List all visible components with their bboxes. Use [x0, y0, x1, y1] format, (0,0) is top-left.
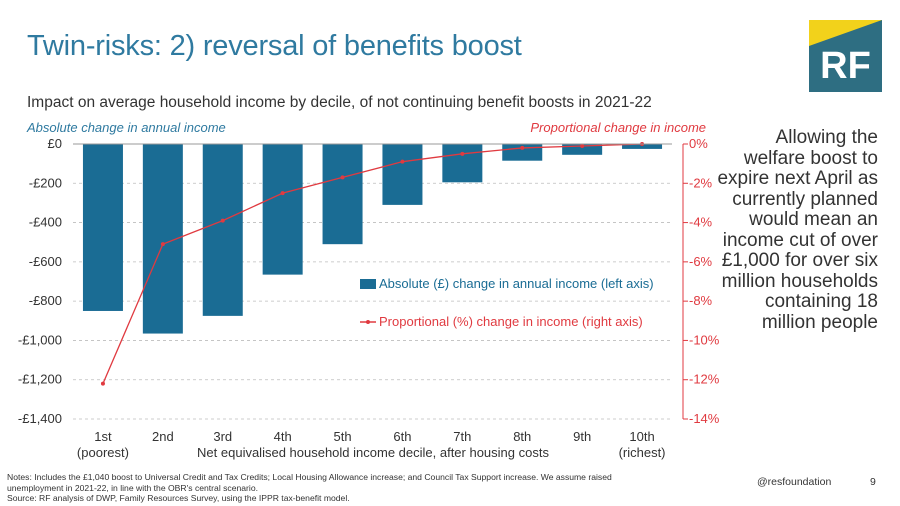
y-left-tick-label: -£400	[29, 215, 62, 230]
x-tick-label: 6th	[393, 429, 411, 444]
line-point	[160, 242, 165, 247]
line-point	[340, 175, 345, 180]
x-tick-label: 5th	[334, 429, 352, 444]
sidebar-summary: Allowing the welfare boost to expire nex…	[717, 127, 878, 333]
line-series	[100, 142, 645, 386]
notes-line-1: Notes: Includes the £1,040 boost to Univ…	[7, 472, 612, 482]
x-tick-label: 7th	[453, 429, 471, 444]
bar	[82, 144, 123, 311]
y-right-tick-label: 0%	[689, 136, 708, 151]
logo-text: RF	[820, 45, 871, 87]
line-point	[280, 191, 285, 196]
y-left-tick-label: -£1,200	[18, 372, 62, 387]
y-right-tick-label: -8%	[689, 293, 713, 308]
proportional-change-line	[102, 143, 643, 384]
y-axis-left-label: Absolute change in annual income	[26, 120, 226, 135]
legend-bar-swatch	[360, 279, 376, 289]
x-tick-sublabel: (poorest)	[77, 445, 129, 460]
y-left-tick-label: -£200	[29, 175, 62, 190]
footnotes: Notes: Includes the £1,040 boost to Univ…	[7, 472, 697, 504]
bar	[202, 144, 243, 316]
y-left-tick-label: -£1,000	[18, 332, 62, 347]
y-right-tick-label: -12%	[689, 372, 720, 387]
page-number: 9	[870, 476, 876, 488]
y-right-tick-label: -4%	[689, 215, 713, 230]
y-right-tick-label: -14%	[689, 411, 720, 426]
axes: £0 0% -£200 -2% -£400 -4% -£600 -6% -£800 -8% -£1,…	[18, 136, 720, 460]
source-line: Source: RF analysis of DWP, Family Resou…	[7, 493, 350, 503]
bar	[562, 144, 603, 155]
x-tick-label: 9th	[573, 429, 591, 444]
y-right-tick-label: -6%	[689, 254, 713, 269]
y-left-tick-label: -£1,400	[18, 411, 62, 426]
bar	[322, 144, 363, 245]
bar	[382, 144, 423, 205]
x-axis-label: Net equivalised household income decile,…	[197, 445, 549, 460]
y-axis-right-label: Proportional change in income	[530, 120, 706, 135]
chart-title: Impact on average household income by de…	[27, 94, 652, 111]
x-tick-sublabel: (richest)	[619, 445, 666, 460]
x-tick-label: 3rd	[213, 429, 232, 444]
x-tick-label: 4th	[274, 429, 292, 444]
legend-line-label: Proportional (%) change in income (right…	[379, 314, 643, 329]
y-left-tick-label: -£800	[29, 293, 62, 308]
grid-lines	[73, 182, 672, 420]
bar	[622, 144, 663, 149]
y-left-tick-label: -£600	[29, 254, 62, 269]
logo-accent-triangle	[809, 20, 882, 46]
y-right-tick-label: -2%	[689, 175, 713, 190]
bar	[262, 144, 303, 275]
page-title: Twin-risks: 2) reversal of benefits boos…	[27, 30, 522, 62]
line-point	[400, 159, 405, 164]
y-left-tick-label: £0	[48, 136, 62, 151]
line-point	[520, 145, 525, 150]
y-right-tick-label: -10%	[689, 332, 720, 347]
x-tick-label: 8th	[513, 429, 531, 444]
line-point	[460, 151, 465, 156]
x-tick-label: 10th	[629, 429, 654, 444]
legend: Absolute (£) change in annual income (le…	[360, 276, 654, 329]
notes-line-2: unemployment in 2021-22, in line with th…	[7, 482, 258, 493]
rf-logo: RF	[809, 20, 882, 92]
line-point	[100, 381, 105, 386]
bar-series	[82, 144, 663, 334]
x-tick-label: 2nd	[152, 429, 174, 444]
x-tick-label: 1st	[94, 429, 112, 444]
twitter-handle: @resfoundation	[757, 476, 832, 488]
bar	[442, 144, 483, 183]
line-point	[580, 143, 585, 148]
line-point	[220, 218, 225, 223]
legend-bar-label: Absolute (£) change in annual income (le…	[379, 276, 654, 291]
legend-line-marker	[366, 320, 370, 324]
